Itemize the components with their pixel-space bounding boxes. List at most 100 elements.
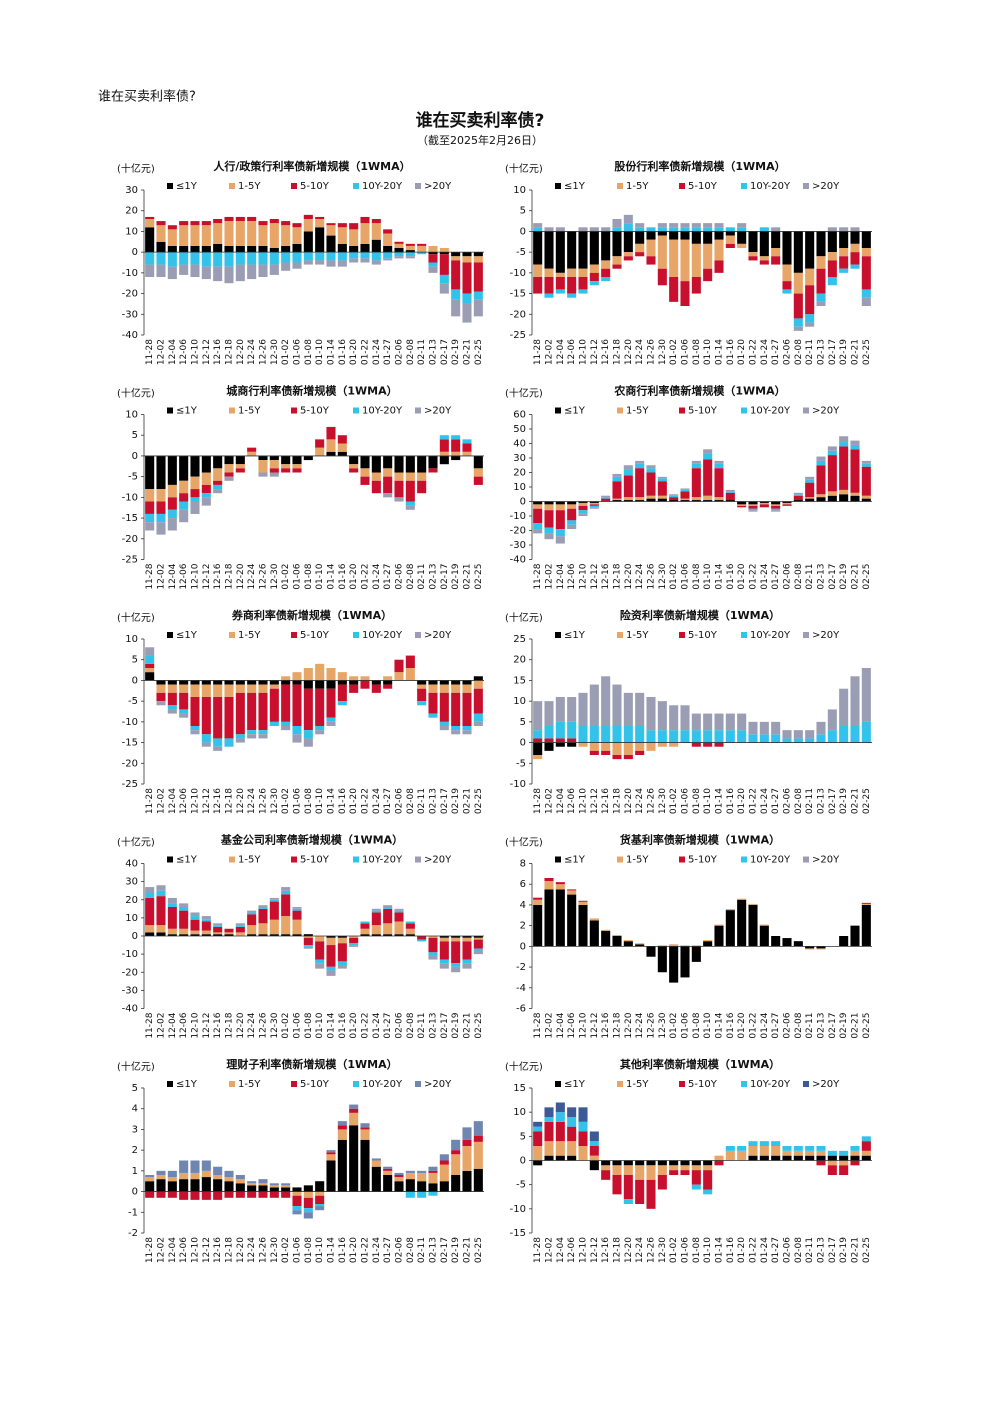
legend-label: 1-5Y (626, 630, 649, 641)
bar-segment (805, 482, 815, 498)
bar-segment (827, 252, 837, 261)
bar-segment (269, 1185, 279, 1188)
bar-segment (816, 293, 826, 302)
bar-segment (589, 504, 599, 506)
x-tick-label: 12-26 (259, 563, 269, 589)
bar-segment (533, 501, 543, 505)
bar-segment (269, 1183, 279, 1186)
bar-segment (337, 936, 347, 938)
x-tick-label: 01-16 (726, 1237, 736, 1263)
bar-segment (555, 1141, 565, 1156)
bar-segment (383, 923, 393, 935)
bar-segment (269, 897, 279, 900)
bar-segment (292, 455, 302, 465)
bar-segment (281, 245, 291, 253)
bar-segment (179, 252, 189, 265)
bar-segment (850, 264, 860, 269)
x-tick-label: 12-16 (213, 1237, 223, 1263)
chart: 人行/政策行利率债新增规模（1WMA）(十亿元)≤1Y 1-5Y 5-10Y 10Y-… (117, 159, 484, 365)
bar-segment (145, 655, 155, 664)
bar-segment (349, 464, 359, 469)
bar-segment (451, 260, 461, 290)
chart-title: 券商利率债新增规模（1WMA） (231, 608, 392, 622)
bar-segment (145, 227, 155, 253)
x-tick-label: 01-02 (281, 339, 291, 365)
bar-segment (337, 451, 347, 456)
unit-label: (十亿元) (505, 387, 543, 400)
bar-segment (337, 672, 347, 681)
bar-segment (805, 738, 815, 743)
bar-segment (462, 1170, 472, 1192)
bar-segment (861, 668, 871, 722)
bar-segment (533, 1146, 543, 1161)
x-tick-label: 01-24 (760, 1012, 770, 1038)
x-tick-label: 12-26 (259, 1012, 269, 1038)
bar-segment (451, 1154, 461, 1175)
bar-segment (635, 1165, 645, 1180)
x-tick-label: 12-02 (157, 1013, 167, 1039)
bar-segment (691, 277, 701, 294)
bar-segment (428, 266, 438, 273)
x-tick-label: 01-24 (372, 1012, 382, 1038)
bar-segment (371, 910, 381, 913)
bar-segment (156, 489, 166, 502)
bar-segment (337, 443, 347, 452)
bar-segment (623, 256, 633, 261)
x-tick-label: 01-20 (737, 339, 747, 365)
bar-segment (771, 504, 781, 506)
bar-segment (589, 920, 599, 947)
bar-segment (428, 1166, 438, 1171)
bar-segment (337, 260, 347, 267)
bar-segment (439, 936, 449, 938)
bar-segment (816, 301, 826, 306)
bar-segment (337, 435, 347, 444)
bar-segment (759, 256, 769, 261)
legend-label: 1-5Y (626, 855, 649, 866)
bar-segment (258, 1191, 268, 1198)
x-tick-label: 02-25 (862, 339, 872, 365)
x-tick-label: 02-08 (406, 1237, 416, 1263)
bar-segment (292, 910, 302, 920)
bar-segment (703, 495, 713, 501)
x-tick-label: 01-02 (281, 1013, 291, 1039)
bar-segment (281, 1187, 291, 1192)
bar-segment (612, 684, 622, 726)
legend-swatch (679, 632, 685, 638)
x-tick-label: 01-14 (327, 1237, 337, 1263)
legend-label: 5-10Y (688, 406, 718, 417)
bar-segment (473, 476, 483, 485)
x-tick-label: 01-14 (327, 339, 337, 365)
bar-segment (725, 227, 735, 232)
bar-segment (635, 726, 645, 743)
bar-segment (405, 668, 415, 681)
bar-segment (793, 1150, 803, 1156)
x-tick-label: 01-22 (749, 1013, 759, 1039)
bar-segment (567, 1141, 577, 1156)
bar-segment (428, 684, 438, 693)
bar-segment (782, 1146, 792, 1151)
bar-segment (292, 1210, 302, 1215)
bar-segment (462, 730, 472, 735)
x-tick-label: 12-02 (545, 788, 555, 814)
bar-segment (428, 1170, 438, 1173)
bar-segment (190, 919, 200, 931)
bar-segment (691, 713, 701, 731)
bar-segment (326, 260, 336, 267)
bar-segment (451, 680, 461, 685)
bar-segment (714, 497, 724, 501)
bar-segment (326, 451, 336, 456)
bar-segment (292, 684, 302, 726)
bar-segment (315, 447, 325, 456)
bar-segment (612, 473, 622, 477)
y-tick-label: 0 (132, 675, 138, 686)
bar-segment (213, 484, 223, 490)
x-tick-label: 02-08 (406, 788, 416, 814)
bar-segment (544, 231, 554, 269)
y-tick-label: 20 (125, 206, 138, 217)
bar-segment (623, 941, 633, 947)
bar-segment (303, 1191, 313, 1198)
x-tick-label: 12-16 (213, 339, 223, 365)
bar-segment (201, 252, 211, 267)
x-tick-label: 02-08 (406, 1012, 416, 1038)
bar-segment (190, 912, 200, 917)
